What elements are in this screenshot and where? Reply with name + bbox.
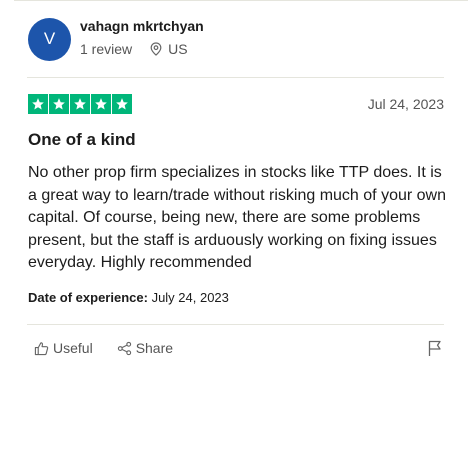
experience-date: July 24, 2023 (151, 290, 229, 305)
share-icon (117, 341, 131, 355)
reviewer-name[interactable]: vahagn mkrtchyan (80, 17, 204, 34)
star-icon (28, 94, 48, 114)
date-of-experience: Date of experience: July 24, 2023 (28, 290, 229, 305)
avatar[interactable]: V (28, 17, 71, 61)
star-icon (91, 94, 111, 114)
star-icon (70, 94, 90, 114)
star-icon (49, 94, 69, 114)
top-divider (14, 0, 468, 1)
reviewer-header: V vahagn mkrtchyan 1 review US (28, 17, 204, 61)
footer-divider (27, 324, 444, 325)
review-title[interactable]: One of a kind (28, 130, 136, 149)
location-pin-icon (150, 41, 162, 56)
reviewer-info: vahagn mkrtchyan 1 review US (80, 18, 204, 58)
review-actions: Useful Share (34, 340, 197, 356)
useful-button[interactable]: Useful (34, 340, 93, 356)
star-icon (112, 94, 132, 114)
thumbs-up-icon (34, 341, 49, 355)
flag-icon (428, 340, 441, 356)
star-rating (28, 94, 133, 114)
header-divider (27, 77, 444, 78)
report-button[interactable] (427, 340, 443, 362)
review-count: 1 review (80, 40, 133, 57)
review-body: No other prop firm specializes in stocks… (28, 164, 446, 271)
experience-label: Date of experience: (28, 290, 148, 305)
reviewer-meta: 1 review US (80, 40, 204, 58)
share-button[interactable]: Share (117, 340, 173, 356)
useful-label: Useful (53, 340, 93, 356)
country-label: US (168, 40, 188, 57)
reviewer-location: US (150, 40, 188, 58)
share-label: Share (135, 340, 174, 356)
review-date: Jul 24, 2023 (367, 96, 444, 112)
